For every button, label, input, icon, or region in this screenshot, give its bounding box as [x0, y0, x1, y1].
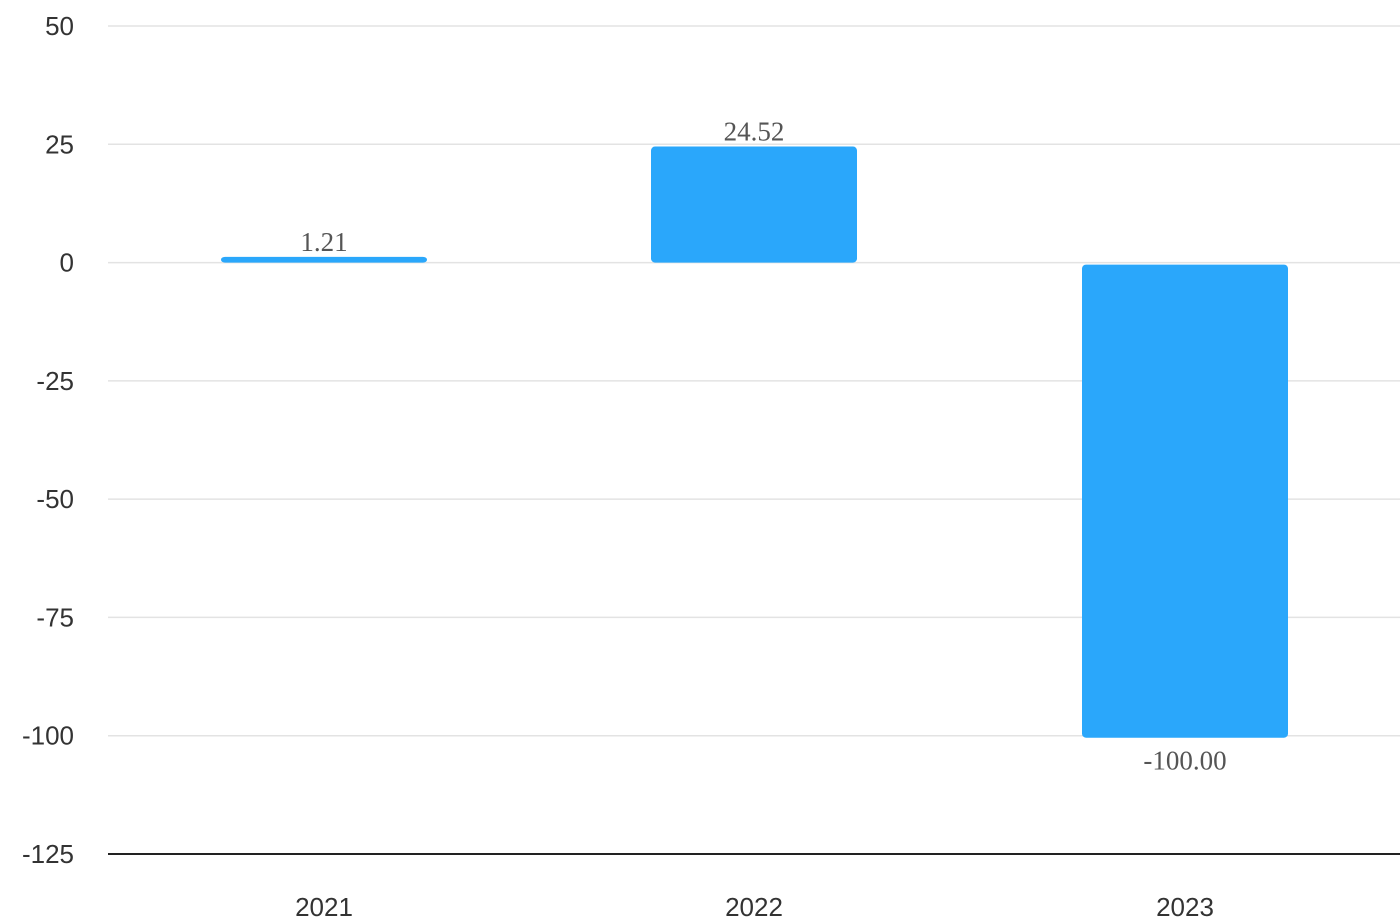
x-tick-label-2021: 2021: [295, 892, 353, 920]
y-tick-label: -75: [36, 602, 74, 632]
y-tick-label: -50: [36, 484, 74, 514]
x-tick-label-2023: 2023: [1156, 892, 1214, 920]
data-labels: 1.21 24.52 -100.00: [300, 117, 1226, 776]
bar-2021[interactable]: [221, 256, 427, 263]
y-axis-tick-labels: 50 25 0 -25 -50 -75 -100 -125: [22, 11, 74, 869]
y-tick-label: -125: [22, 839, 74, 869]
data-label-2022: 24.52: [724, 117, 785, 147]
bar-2022[interactable]: [651, 146, 857, 263]
data-label-2023: -100.00: [1143, 746, 1226, 776]
bars: [221, 146, 1288, 738]
y-tick-label: -25: [36, 366, 74, 396]
x-axis-tick-labels: 2021 2022 2023: [295, 892, 1214, 920]
x-tick-label-2022: 2022: [725, 892, 783, 920]
y-tick-label: -100: [22, 721, 74, 751]
data-label-2021: 1.21: [300, 227, 347, 257]
y-tick-label: 25: [45, 129, 74, 159]
y-tick-label: 50: [45, 11, 74, 41]
y-tick-label: 0: [60, 248, 74, 278]
bar-2023[interactable]: [1082, 264, 1288, 738]
